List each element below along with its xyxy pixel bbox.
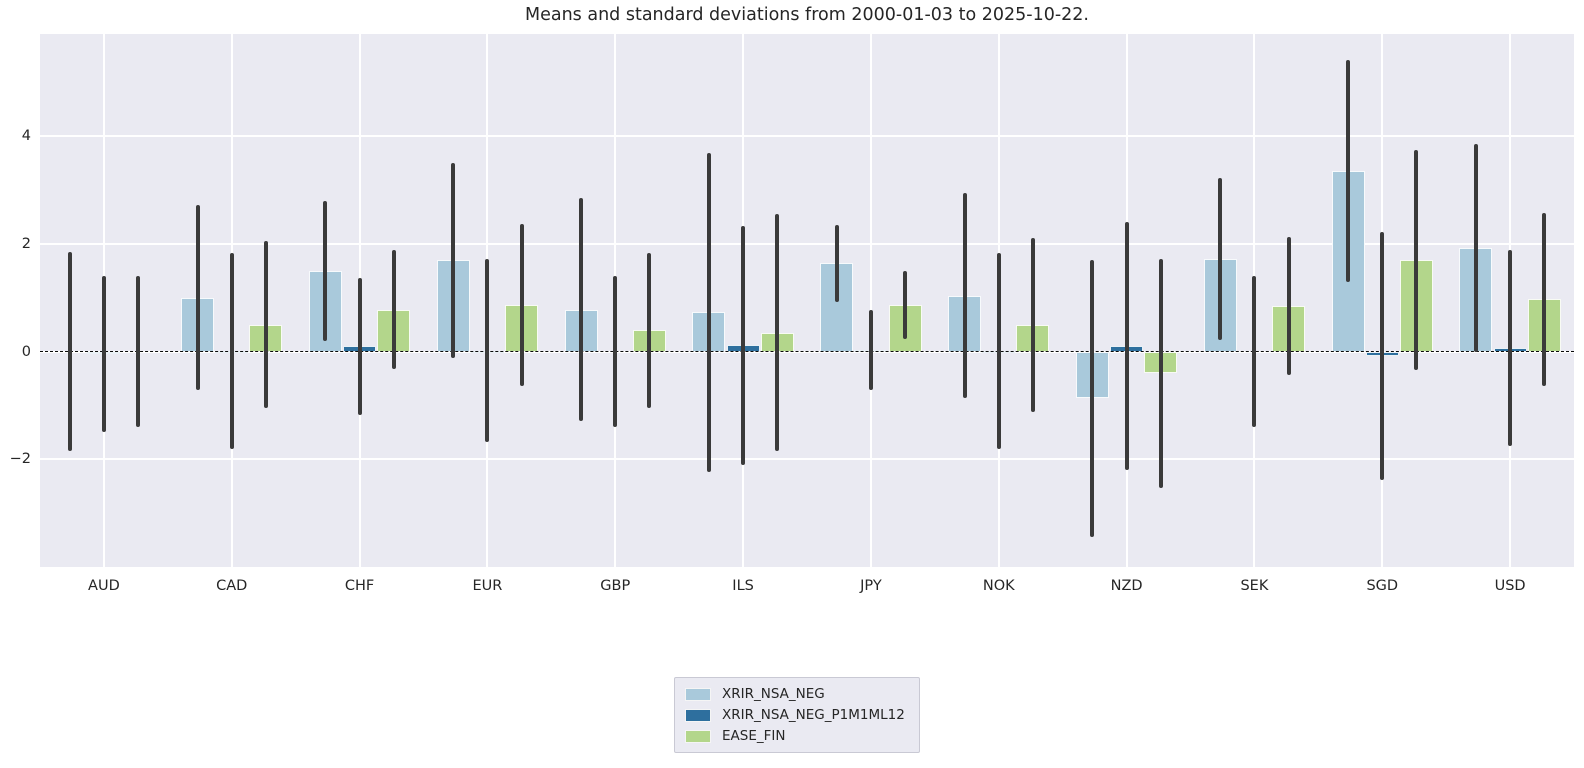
legend-item-XRIR_NSA_NEG: XRIR_NSA_NEG	[685, 686, 905, 702]
errorbar-CHF-XRIR_NSA_NEG	[323, 200, 328, 341]
x-tick-label-SEK: SEK	[1240, 578, 1269, 594]
errorbar-USD-XRIR_NSA_NEG	[1473, 143, 1478, 352]
errorbar-SGD-EASE_FIN	[1414, 150, 1419, 370]
errorbar-GBP-EASE_FIN	[647, 252, 652, 408]
legend-swatch-EASE_FIN	[685, 729, 711, 743]
legend-label: EASE_FIN	[722, 728, 786, 744]
y-tick-label--2: −2	[9, 451, 31, 468]
errorbar-CHF-EASE_FIN	[391, 250, 396, 369]
x-tick-label-JPY: JPY	[860, 578, 882, 594]
legend-swatch-XRIR_NSA_NEG_P1M1ML12	[685, 708, 711, 722]
errorbar-CAD-EASE_FIN	[263, 241, 268, 409]
x-tick-label-ILS: ILS	[732, 578, 754, 594]
errorbar-JPY-XRIR_NSA_NEG	[834, 224, 839, 303]
x-tick-label-CHF: CHF	[344, 578, 375, 594]
errorbar-USD-EASE_FIN	[1542, 213, 1547, 386]
y-tick-label-4: 4	[21, 128, 31, 145]
errorbar-AUD-XRIR_NSA_NEG	[67, 252, 72, 452]
errorbar-ILS-EASE_FIN	[775, 214, 780, 452]
errorbar-EUR-EASE_FIN	[519, 224, 524, 386]
errorbar-AUD-XRIR_NSA_NEG_P1M1ML12	[101, 276, 106, 433]
x-tick-label-NZD: NZD	[1110, 578, 1143, 594]
chart-title: Means and standard deviations from 2000-…	[525, 5, 1089, 25]
errorbar-GBP-XRIR_NSA_NEG	[579, 198, 584, 422]
errorbar-SEK-EASE_FIN	[1286, 236, 1291, 375]
errorbar-NOK-EASE_FIN	[1030, 237, 1035, 412]
legend: XRIR_NSA_NEG XRIR_NSA_NEG_P1M1ML12 EASE_FI…	[674, 677, 920, 753]
x-tick-label-AUD: AUD	[88, 578, 120, 594]
errorbar-CHF-XRIR_NSA_NEG_P1M1ML12	[357, 277, 362, 415]
gridline-y-4	[40, 135, 1574, 138]
gridline-x-JPY	[869, 34, 872, 567]
gridline-y-2	[40, 242, 1574, 245]
errorbar-ILS-XRIR_NSA_NEG	[706, 152, 711, 472]
errorbar-JPY-EASE_FIN	[903, 270, 908, 339]
x-tick-label-USD: USD	[1494, 578, 1526, 594]
y-tick-label-2: 2	[21, 235, 31, 252]
errorbar-NZD-XRIR_NSA_NEG_P1M1ML12	[1124, 222, 1129, 471]
errorbar-SGD-XRIR_NSA_NEG	[1346, 60, 1351, 283]
errorbar-SEK-XRIR_NSA_NEG_P1M1ML12	[1252, 276, 1257, 427]
errorbar-NOK-XRIR_NSA_NEG_P1M1ML12	[996, 252, 1001, 449]
errorbar-USD-XRIR_NSA_NEG_P1M1ML12	[1508, 249, 1513, 446]
errorbar-SGD-XRIR_NSA_NEG_P1M1ML12	[1380, 232, 1385, 480]
errorbar-NZD-EASE_FIN	[1158, 258, 1163, 488]
legend-swatch-XRIR_NSA_NEG	[685, 687, 711, 701]
errorbar-ILS-XRIR_NSA_NEG_P1M1ML12	[741, 225, 746, 465]
legend-label: XRIR_NSA_NEG	[722, 686, 825, 702]
errorbar-JPY-XRIR_NSA_NEG_P1M1ML12	[868, 309, 873, 391]
legend-label: XRIR_NSA_NEG_P1M1ML12	[722, 707, 905, 723]
gridline-y-0	[40, 350, 1574, 353]
legend-item-EASE_FIN: EASE_FIN	[685, 728, 905, 744]
errorbar-AUD-EASE_FIN	[136, 276, 141, 427]
errorbar-SEK-XRIR_NSA_NEG	[1218, 178, 1223, 340]
x-tick-label-CAD: CAD	[216, 578, 248, 594]
gridline-y--2	[40, 458, 1574, 461]
y-tick-label-0: 0	[21, 343, 31, 360]
errorbar-EUR-XRIR_NSA_NEG	[451, 162, 456, 358]
zero-dashed-line	[40, 350, 1574, 352]
x-tick-label-EUR: EUR	[472, 578, 503, 594]
errorbar-NZD-XRIR_NSA_NEG	[1090, 259, 1095, 538]
errorbar-GBP-XRIR_NSA_NEG_P1M1ML12	[613, 276, 618, 427]
errorbar-CAD-XRIR_NSA_NEG_P1M1ML12	[229, 252, 234, 449]
plot-area	[40, 34, 1574, 567]
x-tick-label-SGD: SGD	[1366, 578, 1399, 594]
legend-item-XRIR_NSA_NEG_P1M1ML12: XRIR_NSA_NEG_P1M1ML12	[685, 707, 905, 723]
x-tick-label-GBP: GBP	[600, 578, 631, 594]
x-tick-label-NOK: NOK	[982, 578, 1015, 594]
errorbar-CAD-XRIR_NSA_NEG	[195, 205, 200, 391]
errorbar-NOK-XRIR_NSA_NEG	[962, 193, 967, 398]
errorbar-EUR-XRIR_NSA_NEG_P1M1ML12	[485, 259, 490, 443]
